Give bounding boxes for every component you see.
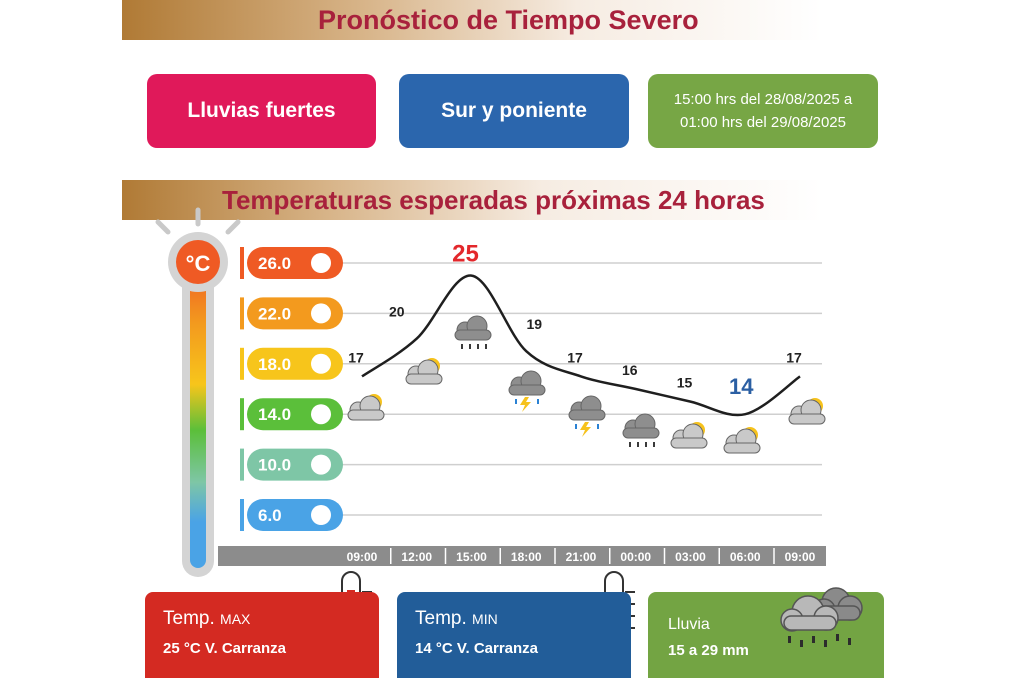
- max-temp-qualifier: MAX: [220, 611, 251, 627]
- zone-label: Sur y poniente: [441, 99, 587, 122]
- x-tick-label: 21:00: [566, 550, 597, 564]
- x-axis-bar: [218, 546, 826, 566]
- temperature-line: [361, 274, 801, 417]
- y-scale-pill: 26.0: [240, 247, 343, 279]
- y-scale: 26.0 22.0 18.0 14.0 10.0 6.0: [240, 247, 343, 531]
- rain-value: 15 a 29 mm: [668, 642, 749, 659]
- y-scale-pill: 18.0: [240, 347, 343, 380]
- grid-lines: [250, 262, 822, 516]
- phenomenon-label: Lluvias fuertes: [187, 99, 336, 122]
- y-tick-label: 6.0: [258, 506, 282, 525]
- min-temp-title: Temp.: [415, 608, 467, 629]
- partly-cloudy-icon: [788, 398, 826, 425]
- y-scale-pill: 10.0: [240, 448, 343, 481]
- data-label: 15: [677, 375, 693, 391]
- period-line-1: 15:00 hrs del 28/08/2025 a: [673, 91, 853, 108]
- partly-cloudy-icon: [723, 427, 761, 454]
- min-temp-value: 14 °C V. Carranza: [415, 640, 539, 657]
- min-temp-card: Temp. MIN 14 °C V. Carranza: [397, 592, 631, 678]
- phenomenon-tile: Lluvias fuertes: [147, 74, 376, 148]
- zone-tile: Sur y poniente: [399, 74, 629, 148]
- y-tick-label: 14.0: [258, 405, 291, 424]
- y-tick-label: 18.0: [258, 355, 291, 374]
- thermometer-icon: °C: [155, 207, 241, 577]
- x-tick-label: 03:00: [675, 550, 706, 564]
- data-label: 17: [567, 349, 583, 365]
- min-temp-qualifier: MIN: [472, 611, 498, 627]
- y-scale-pill: 22.0: [240, 297, 343, 330]
- storm-cloud-icon: [508, 370, 546, 412]
- x-tick-label: 18:00: [511, 550, 542, 564]
- data-label: 14: [729, 374, 754, 399]
- y-scale-pill: 14.0: [240, 398, 343, 431]
- x-tick-label: 12:00: [401, 550, 432, 564]
- unit-label: °C: [186, 251, 211, 276]
- data-label: 17: [786, 349, 802, 365]
- data-label: 17: [348, 349, 364, 365]
- y-tick-label: 10.0: [258, 456, 291, 475]
- max-temp-value: 25 °C V. Carranza: [163, 640, 287, 657]
- rain-card: Lluvia 15 a 29 mm: [648, 587, 884, 678]
- section-banner: Temperaturas esperadas próximas 24 horas: [122, 180, 822, 220]
- header-banner: Pronóstico de Tiempo Severo: [122, 0, 822, 40]
- x-tick-label: 00:00: [620, 550, 651, 564]
- x-tick-label: 06:00: [730, 550, 761, 564]
- x-tick-label: 15:00: [456, 550, 487, 564]
- x-axis-ticks: 09:00 12:00 15:00 18:00 21:00 00:00 03:00 06:00…: [347, 548, 816, 564]
- y-tick-label: 22.0: [258, 304, 291, 323]
- data-label: 19: [526, 316, 542, 332]
- data-labels: 17 20 25 19 17 16 15 14 17: [348, 241, 802, 400]
- period-line-2: 01:00 hrs del 29/08/2025: [680, 114, 846, 131]
- data-label: 20: [389, 304, 405, 320]
- rain-title: Lluvia: [668, 616, 710, 633]
- x-tick-label: 09:00: [785, 550, 816, 564]
- rain-cloud-icon: [454, 315, 492, 349]
- partly-cloudy-icon: [347, 394, 385, 421]
- data-label: 16: [622, 362, 638, 378]
- weather-icons: [347, 315, 826, 454]
- partly-cloudy-icon: [405, 358, 443, 385]
- rain-cloud-icon: [622, 413, 660, 447]
- partly-cloudy-icon: [670, 422, 708, 449]
- section-title: Temperaturas esperadas próximas 24 horas: [222, 184, 765, 215]
- x-tick-label: 09:00: [347, 550, 378, 564]
- page-title: Pronóstico de Tiempo Severo: [318, 4, 699, 35]
- max-temp-card: Temp. MAX 25 °C V. Carranza: [145, 592, 379, 678]
- rain-cloud-icon: [780, 587, 863, 647]
- max-temp-title: Temp.: [163, 608, 215, 629]
- period-tile: 15:00 hrs del 28/08/2025 a 01:00 hrs del…: [648, 74, 878, 148]
- y-scale-pill: 6.0: [240, 499, 343, 531]
- y-tick-label: 26.0: [258, 254, 291, 273]
- storm-cloud-icon: [568, 395, 606, 437]
- data-label: 25: [452, 241, 479, 268]
